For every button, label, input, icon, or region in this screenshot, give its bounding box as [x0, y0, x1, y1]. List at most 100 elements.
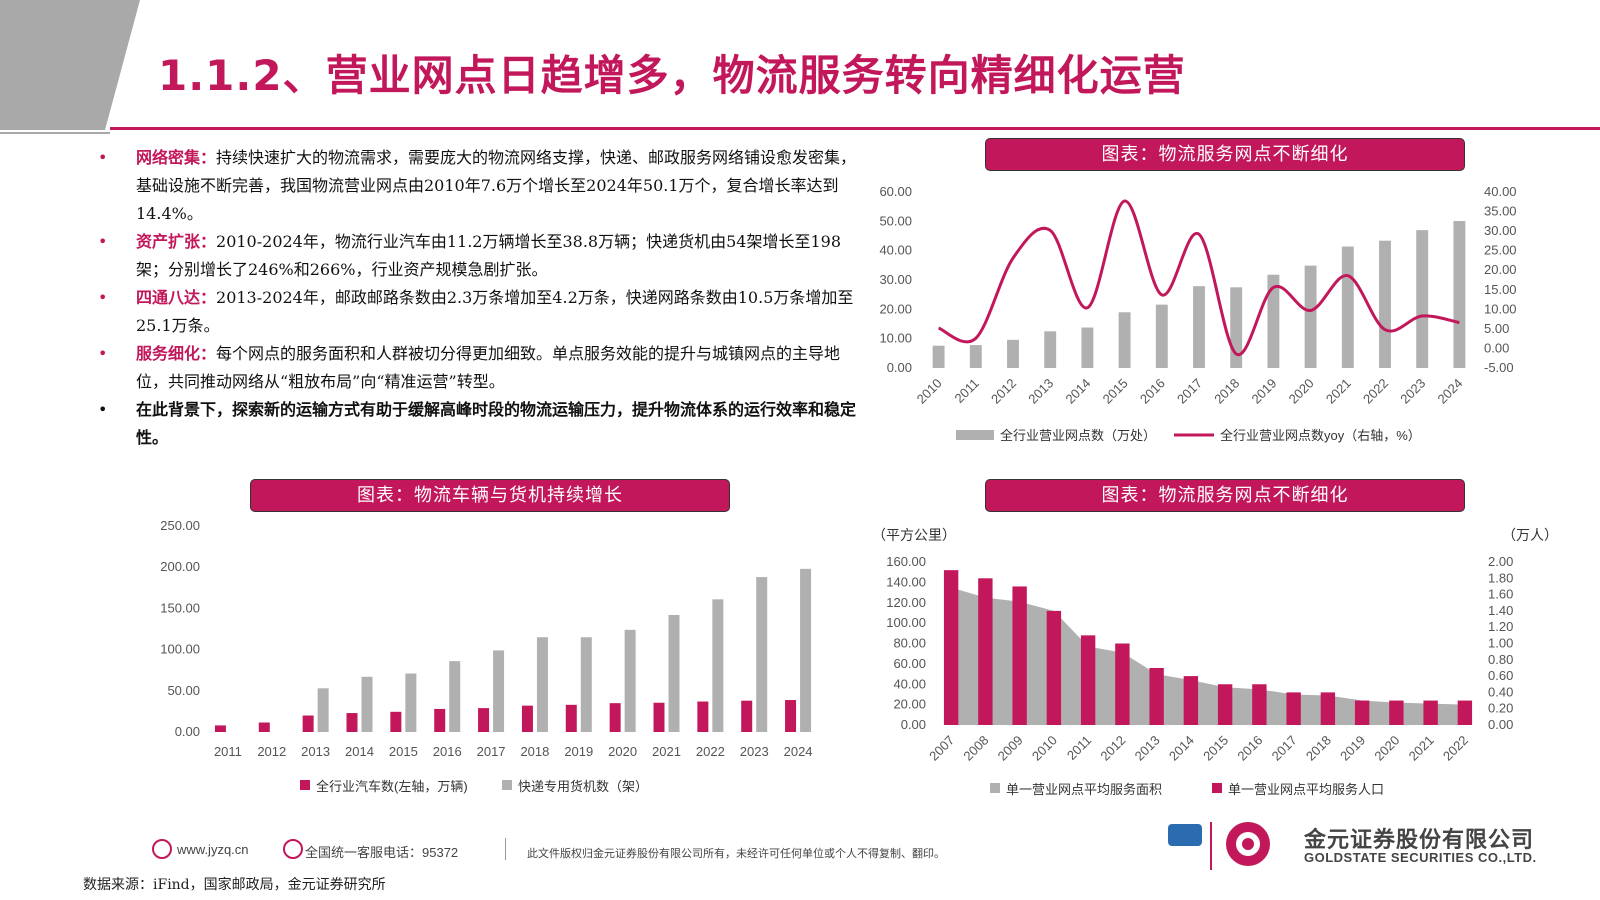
- bar-vehicles: [346, 713, 358, 732]
- bar-vehicles: [521, 705, 533, 732]
- x-tick-label: 2010: [914, 376, 945, 407]
- y-tick-left: 60.00: [879, 184, 912, 199]
- x-tick-label: 2011: [952, 376, 982, 406]
- legend-swatch-aircraft: [502, 780, 512, 790]
- bullet-text: 在此背景下，探索新的运输方式有助于缓解高峰时段的物流运输压力，提升物流体系的运行…: [136, 400, 857, 447]
- bar-service-population: [1389, 700, 1404, 725]
- y-tick-left: 0.00: [175, 724, 200, 739]
- right-axis-unit: （万人）: [1502, 527, 1558, 543]
- y-tick-right: 1.00: [1488, 636, 1513, 651]
- y-tick-right: 0.60: [1488, 668, 1513, 683]
- y-tick-left: 160.00: [886, 554, 926, 569]
- company-name-en: GOLDSTATE SECURITIES CO.,LTD.: [1304, 850, 1537, 865]
- legend-label-line: 全行业营业网点数yoy（右轴，%）: [1220, 428, 1421, 443]
- x-tick-label: 2015: [1100, 376, 1131, 407]
- bullet-list: 网络密集：持续快速扩大的物流需求，需要庞大的物流网络支撑，快递、邮政服务网络铺设…: [96, 144, 866, 452]
- y-tick-left: 50.00: [167, 683, 200, 698]
- x-tick-label: 2016: [1234, 733, 1265, 764]
- x-tick-label: 2012: [257, 744, 286, 759]
- bar-vehicles: [785, 700, 797, 732]
- y-tick-right: 1.60: [1488, 587, 1513, 602]
- footer-separator: [505, 838, 506, 860]
- bullet-text: 2010-2024年，物流行业汽车由11.2万辆增长至38.8万辆；快递货机由5…: [136, 232, 842, 279]
- left-axis-unit: （平方公里）: [872, 527, 956, 543]
- goldstate-logo-core: [1242, 838, 1254, 850]
- bar-service-population: [978, 578, 993, 725]
- x-tick-label: 2020: [1371, 733, 1402, 764]
- y-tick-right: 1.40: [1488, 603, 1513, 618]
- y-tick-right: 0.20: [1488, 701, 1513, 716]
- bar-vehicles: [214, 725, 226, 732]
- bar-network-count: [1193, 286, 1205, 368]
- legend-label-vehicles: 全行业汽车数(左轴，万辆): [316, 779, 468, 794]
- y-tick-right: 0.80: [1488, 652, 1513, 667]
- bar-service-population: [1354, 700, 1370, 725]
- bar-network-count: [1341, 246, 1354, 368]
- footer-phone: 全国统一客服电话：95372: [305, 845, 459, 860]
- footer-url[interactable]: www.jyzq.cn: [177, 842, 249, 857]
- bar-service-population: [1115, 643, 1130, 725]
- y-tick-left: 100.00: [886, 615, 926, 630]
- corner-decoration: [0, 0, 140, 130]
- bullet-assets: 资产扩张：2010-2024年，物流行业汽车由11.2万辆增长至38.8万辆；快…: [96, 228, 866, 284]
- bar-aircraft: [449, 661, 461, 732]
- x-tick-label: 2019: [564, 744, 593, 759]
- x-tick-label: 2019: [1248, 376, 1279, 407]
- x-tick-label: 2021: [1406, 733, 1437, 764]
- bar-aircraft: [712, 599, 724, 732]
- y-tick-right: 30.00: [1484, 223, 1517, 238]
- bullet-text: 持续快速扩大的物流需求，需要庞大的物流网络支撑，快递、邮政服务网络铺设愈发密集，…: [136, 148, 857, 223]
- bar-vehicles: [609, 703, 621, 732]
- x-tick-label: 2020: [1286, 376, 1317, 407]
- bar-service-population: [1183, 676, 1199, 725]
- bar-vehicles: [653, 702, 665, 732]
- y-tick-left: 100.00: [160, 642, 200, 657]
- x-tick-label: 2008: [960, 733, 991, 764]
- x-tick-label: 2013: [1025, 376, 1056, 407]
- x-tick-label: 2014: [1166, 733, 1197, 764]
- bar-vehicles: [478, 708, 490, 732]
- x-tick-label: 2023: [1397, 376, 1428, 407]
- bullet-service: 服务细化：每个网点的服务面积和人群被切分得更加细致。单点服务效能的提升与城镇网点…: [96, 340, 866, 396]
- bar-service-population: [1286, 692, 1301, 725]
- y-tick-right: 0.00: [1484, 340, 1509, 355]
- bullet-keyword: 网络密集：: [136, 148, 217, 167]
- y-tick-right: -5.00: [1484, 360, 1514, 375]
- y-tick-right: 0.40: [1488, 684, 1513, 699]
- legend-swatch-bar: [956, 430, 994, 440]
- y-tick-right: 1.80: [1488, 570, 1513, 585]
- x-tick-label: 2023: [740, 744, 769, 759]
- bar-service-population: [1080, 635, 1096, 725]
- bullet-routes: 四通八达：2013-2024年，邮政邮路条数由2.3万条增加至4.2万条，快递网…: [96, 284, 866, 340]
- x-tick-label: 2010: [1029, 733, 1060, 764]
- x-tick-label: 2014: [345, 744, 374, 759]
- x-tick-label: 2009: [995, 733, 1026, 764]
- x-tick-label: 2022: [1440, 733, 1471, 764]
- area-service-area: [951, 587, 1465, 725]
- bar-service-population: [943, 570, 959, 725]
- x-tick-label: 2018: [1211, 376, 1242, 407]
- y-tick-left: 30.00: [879, 272, 912, 287]
- company-name-cn: 金元证券股份有限公司: [1304, 828, 1535, 853]
- bar-service-population: [1012, 586, 1027, 725]
- bar-vehicles: [434, 708, 446, 732]
- bar-service-population: [1149, 667, 1164, 725]
- bar-service-population: [1320, 692, 1336, 725]
- x-tick-label: 2019: [1337, 733, 1368, 764]
- y-tick-left: 120.00: [886, 595, 926, 610]
- bar-service-population: [1217, 684, 1233, 725]
- y-tick-right: 25.00: [1484, 243, 1517, 258]
- bar-network-count: [932, 345, 945, 368]
- y-tick-right: 35.00: [1484, 204, 1517, 219]
- title-divider-grey: [0, 132, 110, 134]
- y-tick-right: 20.00: [1484, 262, 1517, 277]
- bar-aircraft: [405, 673, 417, 732]
- footer-copyright: 此文件版权归金元证券股份有限公司所有，未经许可任何单位或个人不得复制、翻印。: [527, 848, 945, 860]
- y-tick-left: 150.00: [160, 600, 200, 615]
- data-source: 数据来源：iFind，国家邮政局，金元证券研究所: [83, 877, 386, 893]
- chart3-title: 图表：物流服务网点不断细化: [985, 479, 1465, 512]
- y-tick-left: 10.00: [879, 331, 912, 346]
- bar-aircraft: [756, 577, 768, 732]
- y-tick-left: 60.00: [893, 656, 926, 671]
